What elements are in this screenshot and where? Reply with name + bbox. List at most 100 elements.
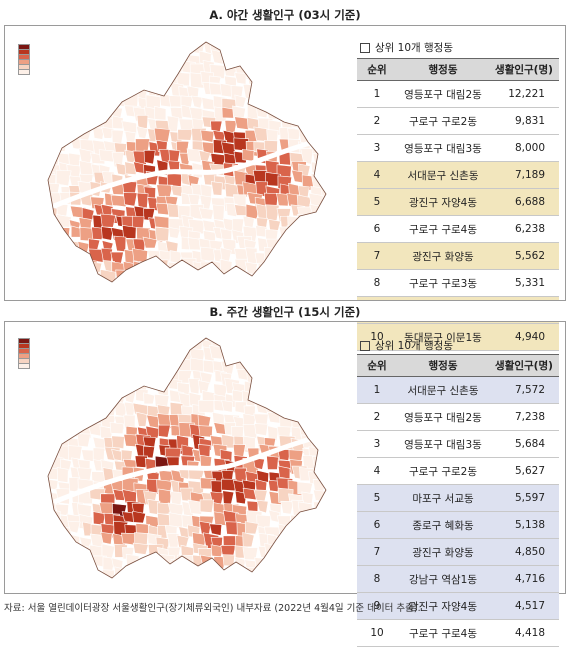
- district-cell: [56, 72, 71, 86]
- district-cell: [312, 545, 326, 560]
- district-cell: [297, 520, 312, 534]
- rank-cell: 8: [357, 565, 397, 593]
- district-cell: [343, 437, 349, 451]
- dong-cell: 광진구 자양4동: [397, 592, 489, 620]
- district-cell: [254, 338, 267, 340]
- population-cell: 7,572: [489, 376, 559, 404]
- district-cell: [201, 96, 216, 111]
- district-cell: [287, 83, 303, 96]
- district-cell: [23, 544, 38, 559]
- district-cell: [66, 577, 82, 578]
- district-cell: [26, 525, 40, 536]
- district-cell: [91, 50, 108, 64]
- district-cell: [100, 72, 116, 87]
- district-cell: [324, 360, 326, 377]
- district-cell: [347, 228, 349, 243]
- district-cell: [200, 129, 215, 143]
- district-cell: [100, 359, 114, 375]
- district-cell: [264, 71, 279, 87]
- table-row: 2 영등포구 대림2동 7,238: [357, 403, 559, 431]
- table-row: 8 강남구 역삼1동 4,716: [357, 565, 559, 593]
- district-cell: [34, 247, 46, 259]
- district-cell: [277, 62, 294, 78]
- district-cell: [222, 338, 235, 355]
- district-cell: [144, 43, 159, 58]
- district-cell: [291, 98, 308, 115]
- district-cell: [320, 565, 326, 578]
- district-cell: [143, 42, 158, 45]
- rank-cell: 2: [357, 403, 397, 431]
- district-cell: [323, 204, 326, 219]
- district-cell: [289, 338, 302, 342]
- district-cell: [335, 249, 349, 263]
- district-cell: [343, 538, 349, 553]
- district-cell: [177, 580, 191, 588]
- district-cell: [66, 558, 79, 575]
- dong-cell: 구로구 구로3동: [397, 269, 489, 297]
- district-cell: [297, 501, 313, 515]
- district-cell: [289, 361, 306, 374]
- district-cell: [232, 42, 249, 47]
- district-cell: [102, 569, 115, 578]
- district-cell: [209, 523, 223, 536]
- district-cell: [343, 32, 349, 47]
- district-cell: [54, 262, 69, 277]
- district-cell: [307, 42, 320, 53]
- district-cell: [264, 543, 280, 557]
- district-cell: [334, 449, 349, 465]
- district-cell: [126, 347, 141, 362]
- district-cell: [299, 339, 315, 354]
- district-cell: [101, 126, 115, 139]
- district-cell: [89, 42, 105, 44]
- legend-item: [18, 68, 32, 75]
- table-row: 5 마포구 서교동 5,597: [357, 484, 559, 512]
- district-cell: [200, 246, 217, 262]
- district-cell: [14, 184, 25, 200]
- district-cell: [255, 93, 270, 107]
- population-cell: 7,189: [489, 161, 559, 189]
- district-cell: [302, 569, 317, 578]
- population-cell: 4,940: [489, 323, 559, 351]
- district-cell: [26, 275, 40, 291]
- district-cell: [48, 104, 65, 121]
- district-cell: [15, 86, 28, 101]
- district-cell: [142, 261, 158, 277]
- district-cell: [48, 217, 58, 230]
- district-cell: [167, 338, 181, 340]
- district-cell: [56, 467, 69, 483]
- district-cell: [234, 94, 247, 108]
- district-cell: [110, 582, 124, 588]
- district-cell: [310, 566, 326, 578]
- district-cell: [133, 283, 144, 292]
- district-cell: [14, 172, 25, 184]
- district-cell: [27, 578, 40, 588]
- district-cell: [334, 369, 348, 381]
- district-cell: [36, 349, 47, 361]
- legend-item: [18, 362, 32, 369]
- district-cell: [333, 64, 344, 76]
- district-cell: [57, 534, 71, 552]
- district-cell: [343, 215, 349, 230]
- district-cell: [334, 569, 349, 580]
- district-cell: [24, 109, 35, 122]
- district-cell: [243, 338, 260, 350]
- dong-cell: 영등포구 대림2동: [397, 80, 489, 108]
- district-cell: [277, 326, 293, 336]
- district-cell: [15, 549, 29, 565]
- district-cell: [188, 193, 201, 206]
- rank-cell: 4: [357, 161, 397, 189]
- district-cell: [246, 580, 258, 588]
- district-cell: [333, 359, 348, 372]
- district-cell: [48, 60, 60, 75]
- district-cell: [147, 569, 162, 578]
- district-cell: [257, 262, 271, 277]
- district-cell: [132, 510, 146, 524]
- district-cell: [279, 391, 295, 404]
- district-cell: [266, 372, 280, 386]
- district-cell: [48, 42, 61, 44]
- rank-cell: 10: [357, 619, 397, 647]
- district-cell: [17, 219, 30, 234]
- district-cell: [335, 229, 349, 244]
- rank-cell: 6: [357, 215, 397, 243]
- district-cell: [266, 283, 280, 292]
